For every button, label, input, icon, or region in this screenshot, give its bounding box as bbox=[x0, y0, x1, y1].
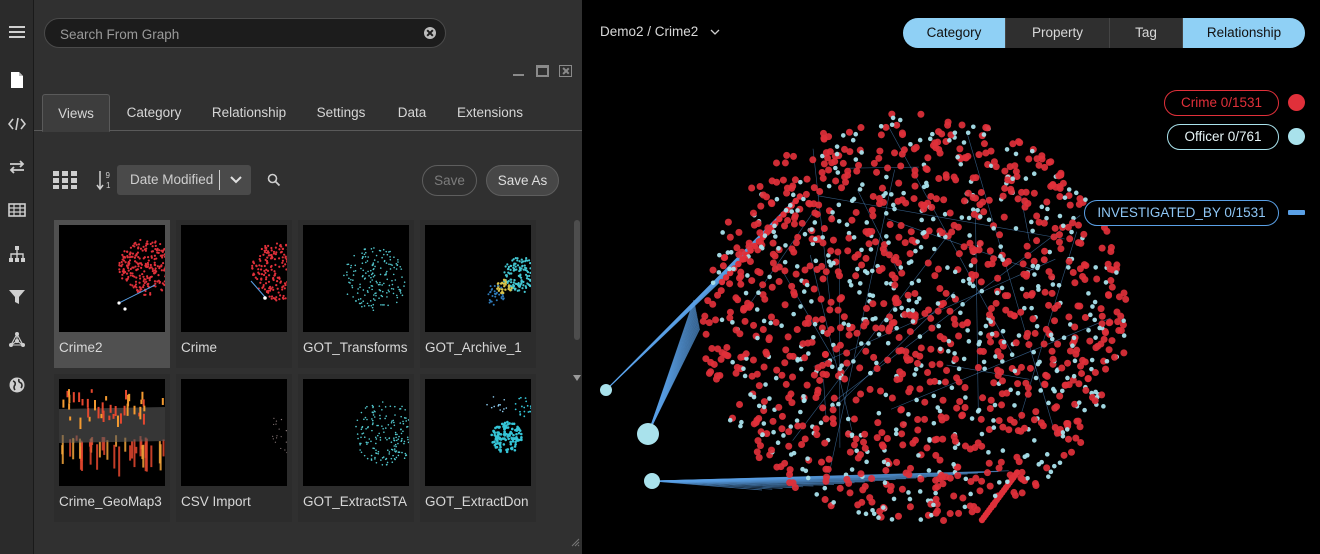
view-card-label: GOT_ExtractSTA bbox=[303, 494, 408, 509]
breadcrumb[interactable]: Demo2 / Crime2 bbox=[600, 24, 699, 39]
sort-by-value: Date Modified bbox=[130, 172, 214, 187]
view-card-got-transforms[interactable]: GOT_Transforms bbox=[298, 220, 414, 368]
tab-data[interactable]: Data bbox=[397, 105, 427, 120]
view-thumbnail bbox=[303, 225, 409, 332]
search-icon[interactable] bbox=[267, 173, 281, 187]
views-panel: Views Category Relationship Settings Dat… bbox=[34, 0, 582, 554]
graph-visualization[interactable] bbox=[582, 0, 1320, 554]
views-toolbar: 9 1 Date Modified Save Save As bbox=[34, 160, 582, 200]
sort-by-select[interactable]: Date Modified bbox=[117, 165, 251, 195]
views-grid: Crime2 Crime GOT_Transforms GOT_Archive_… bbox=[52, 220, 572, 530]
panel-tabs: Views Category Relationship Settings Dat… bbox=[34, 94, 582, 132]
hierarchy-icon[interactable] bbox=[5, 242, 29, 266]
view-thumbnail bbox=[181, 225, 287, 332]
icon-rail bbox=[0, 0, 34, 554]
view-card-label: Crime2 bbox=[59, 340, 103, 355]
code-icon[interactable] bbox=[5, 112, 29, 136]
view-card-label: Crime_GeoMap3 bbox=[59, 494, 162, 509]
svg-text:9: 9 bbox=[106, 171, 111, 180]
close-icon[interactable] bbox=[559, 65, 572, 77]
view-thumbnail bbox=[425, 225, 531, 332]
mode-tag[interactable]: Tag bbox=[1110, 18, 1183, 48]
save-as-button[interactable]: Save As bbox=[486, 165, 559, 196]
scroll-thumb[interactable] bbox=[574, 220, 580, 340]
mode-relationship[interactable]: Relationship bbox=[1183, 18, 1305, 48]
legend-officer[interactable]: Officer 0/761 bbox=[1167, 124, 1279, 150]
table-icon[interactable] bbox=[5, 198, 29, 222]
view-card-label: CSV Import bbox=[181, 494, 251, 509]
view-card-label: GOT_ExtractDon bbox=[425, 494, 529, 509]
network-icon[interactable] bbox=[5, 328, 29, 352]
chevron-down-icon bbox=[230, 176, 242, 184]
chevron-down-icon[interactable] bbox=[710, 27, 720, 37]
view-card-got-extractdon[interactable]: GOT_ExtractDon bbox=[420, 374, 536, 522]
tab-settings[interactable]: Settings bbox=[316, 105, 366, 120]
tab-category[interactable]: Category bbox=[126, 105, 182, 120]
search-input[interactable] bbox=[60, 25, 410, 43]
legend-officer-swatch bbox=[1288, 128, 1305, 145]
sort-order-icon[interactable]: 9 1 bbox=[96, 169, 114, 191]
tab-views[interactable]: Views bbox=[42, 94, 110, 132]
tab-extensions[interactable]: Extensions bbox=[456, 105, 524, 120]
resize-grip-icon[interactable] bbox=[571, 538, 580, 547]
file-icon[interactable] bbox=[5, 68, 29, 92]
swap-icon[interactable] bbox=[5, 155, 29, 179]
views-scrollbar[interactable] bbox=[573, 220, 581, 530]
mode-property[interactable]: Property bbox=[1006, 18, 1110, 48]
legend-investigated-by-swatch bbox=[1288, 210, 1305, 215]
globe-icon[interactable] bbox=[5, 373, 29, 397]
view-thumbnail bbox=[425, 379, 531, 486]
graph-search bbox=[44, 18, 446, 48]
scroll-down-icon[interactable] bbox=[573, 375, 581, 381]
view-card-crime-geomap[interactable]: Crime_GeoMap3 bbox=[54, 374, 170, 522]
view-thumbnail bbox=[59, 225, 165, 332]
legend-crime-swatch bbox=[1288, 94, 1305, 111]
view-card-label: Crime bbox=[181, 340, 217, 355]
view-card-crime2[interactable]: Crime2 bbox=[54, 220, 170, 368]
view-card-got-archive[interactable]: GOT_Archive_1 bbox=[420, 220, 536, 368]
view-thumbnail bbox=[303, 379, 409, 486]
save-button[interactable]: Save bbox=[422, 165, 477, 196]
view-thumbnail bbox=[59, 379, 165, 486]
view-card-got-extractsta[interactable]: GOT_ExtractSTA bbox=[298, 374, 414, 522]
color-mode-toggle: Category Property Tag Relationship bbox=[903, 18, 1305, 48]
view-card-crime[interactable]: Crime bbox=[176, 220, 292, 368]
graph-canvas[interactable]: Demo2 / Crime2 Category Property Tag Rel… bbox=[582, 0, 1320, 554]
view-card-csv-import[interactable]: CSV Import bbox=[176, 374, 292, 522]
view-card-label: GOT_Archive_1 bbox=[425, 340, 522, 355]
svg-text:1: 1 bbox=[106, 181, 111, 190]
grid-view-icon[interactable] bbox=[52, 170, 78, 190]
tab-relationship[interactable]: Relationship bbox=[211, 105, 287, 120]
minimize-icon[interactable] bbox=[512, 65, 525, 77]
view-thumbnail bbox=[181, 379, 287, 486]
view-card-label: GOT_Transforms bbox=[303, 340, 408, 355]
menu-icon[interactable] bbox=[5, 20, 29, 44]
mode-category[interactable]: Category bbox=[903, 18, 1006, 48]
filter-icon[interactable] bbox=[5, 285, 29, 309]
legend-investigated-by[interactable]: INVESTIGATED_BY 0/1531 bbox=[1084, 200, 1279, 226]
maximize-icon[interactable] bbox=[536, 65, 549, 77]
clear-search-icon[interactable] bbox=[424, 27, 436, 39]
legend-crime[interactable]: Crime 0/1531 bbox=[1164, 90, 1279, 116]
